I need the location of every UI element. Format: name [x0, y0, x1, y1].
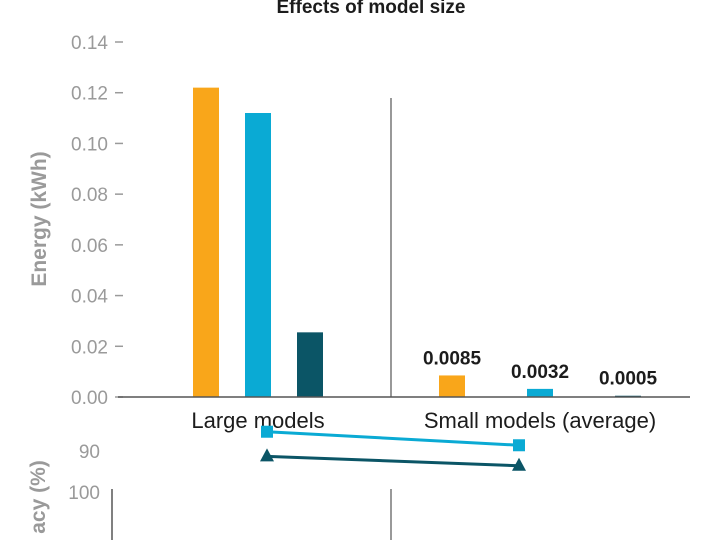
bars: [193, 87, 641, 398]
data-label: 0.0005: [599, 369, 658, 390]
y-ticks: 0.00 0.02 0.04 0.06 0.08 0.10 0.12 0.14: [71, 33, 123, 409]
accuracy-series-line: [266, 454, 520, 468]
category-label-large-models: Large models: [191, 408, 324, 433]
square-marker: [513, 439, 525, 452]
y-tick-label: 0.14: [71, 33, 108, 54]
y-ticks-accuracy: 100 90: [68, 442, 100, 504]
y-tick-label: 0.04: [71, 287, 108, 308]
accuracy-series-line: [266, 430, 520, 447]
y-tick-label: 0.00: [71, 388, 108, 409]
bar: [527, 388, 553, 397]
data-label: 0.0085: [423, 348, 482, 369]
y-tick-label: 0.06: [71, 236, 108, 257]
triangle-marker: [260, 448, 274, 462]
chart-title: Effects of model size: [277, 0, 466, 18]
bar: [193, 87, 219, 398]
data-label: 0.0032: [511, 362, 569, 383]
square-marker: [261, 425, 273, 438]
triangle-marker: [512, 457, 526, 471]
y-tick-label: 0.12: [71, 84, 108, 105]
y-axis-label-accuracy: acy (%): [27, 460, 50, 534]
data-labels: 0.0085 0.0032 0.0005: [423, 348, 658, 389]
y-tick-label: 90: [79, 442, 100, 463]
y-tick-label: 100: [68, 483, 100, 504]
bar: [245, 113, 271, 397]
y-tick-label: 0.10: [71, 134, 108, 155]
y-tick-label: 0.08: [71, 185, 108, 206]
bar: [297, 332, 323, 397]
y-axis-label: Energy (kWh): [28, 151, 51, 286]
accuracy-lines: [260, 425, 526, 471]
category-label-small-models: Small models (average): [424, 408, 656, 433]
bar: [439, 375, 465, 397]
y-tick-label: 0.02: [71, 337, 108, 358]
